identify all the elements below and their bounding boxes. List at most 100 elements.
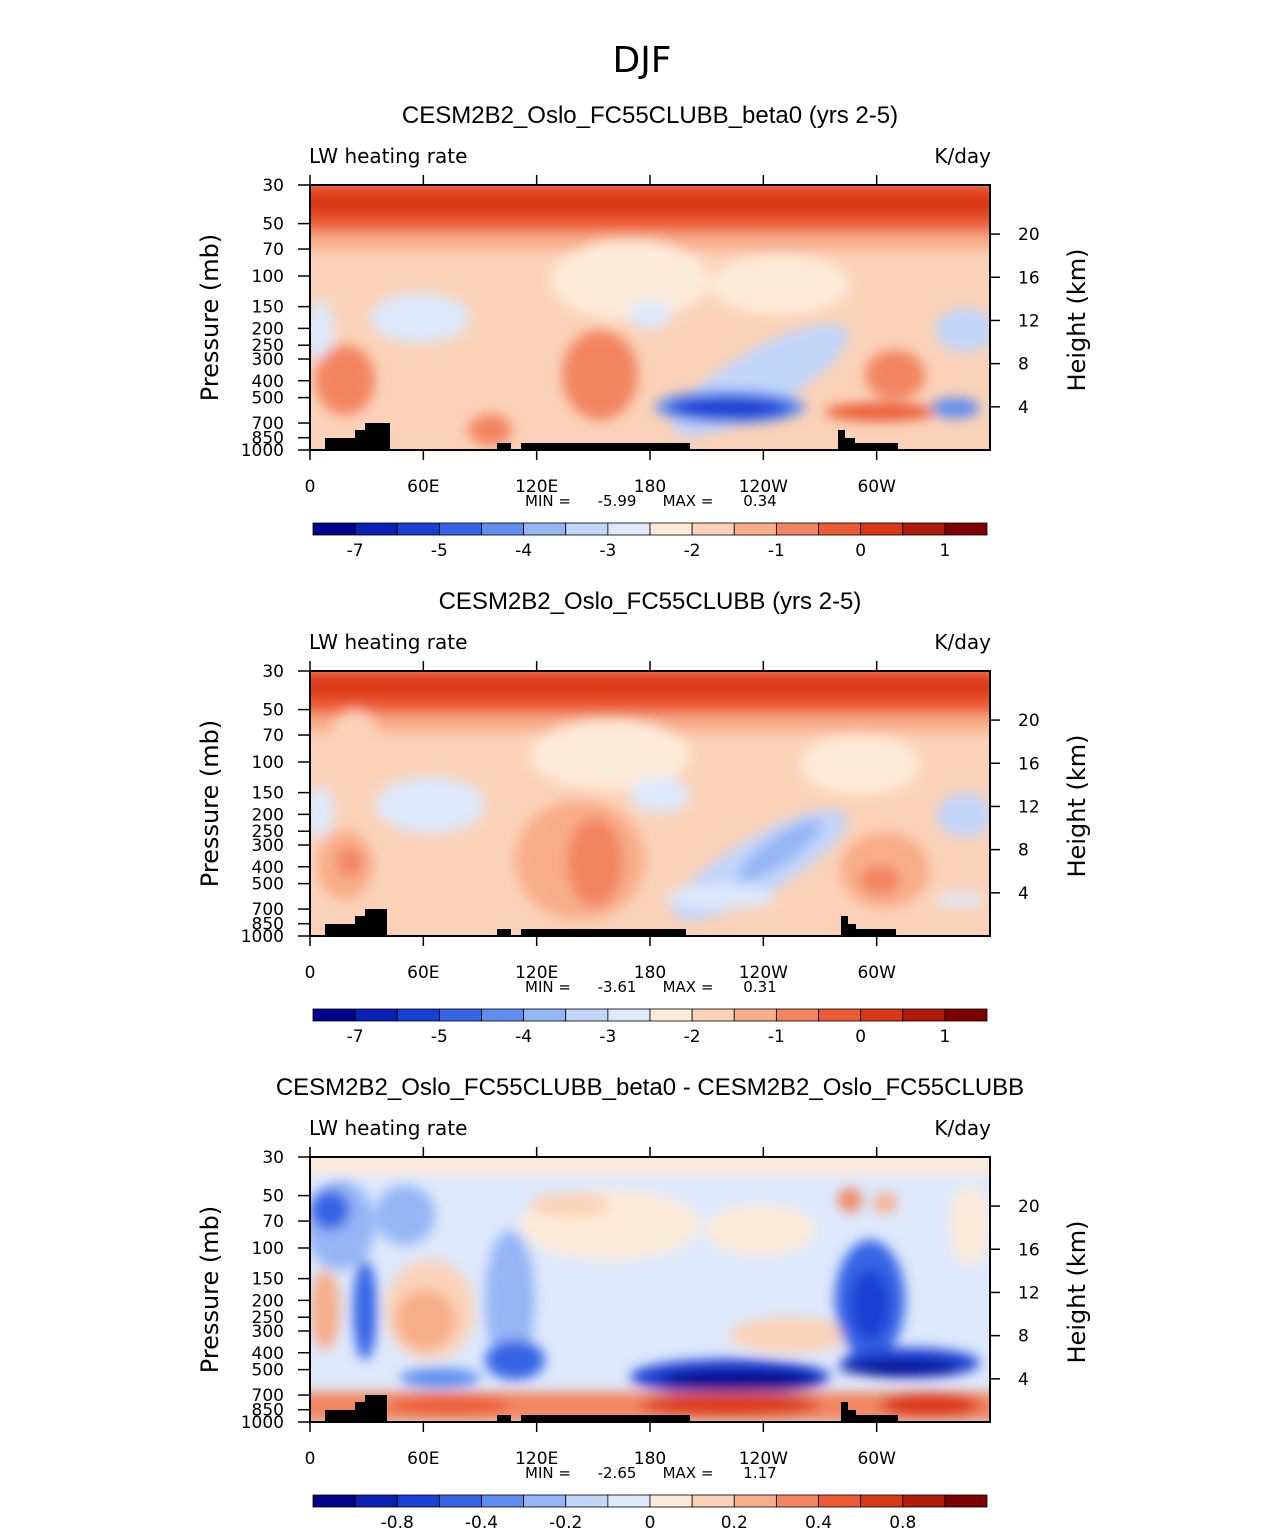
pressure-tick-label: 700 [252, 900, 284, 920]
panel-2: CESM2B2_Oslo_FC55CLUBB_beta0 - CESM2B2_O… [276, 1074, 1024, 1423]
stats-text: MAX = [663, 1464, 714, 1482]
colorbar-swatch [396, 1008, 440, 1022]
pressure-tick-label: 150 [252, 784, 284, 804]
pressure-tick-label: 100 [252, 267, 284, 287]
pressure-tick-label: 850 [252, 429, 284, 449]
colorbar-swatch [818, 1008, 862, 1022]
colorbar-swatch [312, 1494, 356, 1508]
pressure-tick-label: 400 [252, 1344, 284, 1364]
lon-tick-label: 60E [407, 477, 439, 497]
colorbar-label: -3 [599, 1027, 616, 1047]
colorbar-swatch [733, 1494, 777, 1508]
stats-text: MIN = [525, 978, 571, 996]
panel-left-label: LW heating rate [309, 1116, 467, 1140]
stats-text: MIN = [525, 492, 571, 510]
panel-title: CESM2B2_Oslo_FC55CLUBB (yrs 2-5) [439, 588, 862, 615]
colorbar-label: -0.2 [549, 1513, 582, 1531]
colorbar-swatch [860, 522, 904, 536]
pressure-tick-label: 150 [252, 298, 284, 318]
colorbar-swatch [354, 1494, 398, 1508]
lon-tick-label: 180 [634, 477, 666, 497]
colorbar-swatch [733, 522, 777, 536]
lon-tick-label: 60E [407, 963, 439, 983]
pressure-tick-label: 850 [252, 915, 284, 935]
colorbar-swatch [481, 1494, 525, 1508]
pressure-tick-label: 700 [252, 414, 284, 434]
lon-tick-label: 120W [739, 477, 788, 497]
height-tick-label: 4 [1018, 1370, 1029, 1390]
colorbar-swatch [565, 522, 609, 536]
pressure-tick-label: 70 [262, 240, 284, 260]
height-tick-label: 16 [1018, 268, 1040, 288]
colorbar-label: -2 [684, 1027, 701, 1047]
pressure-tick-label: 300 [252, 1322, 284, 1342]
colorbar-swatch [818, 1494, 862, 1508]
colorbar-swatch [691, 1008, 735, 1022]
lon-tick-label: 180 [634, 1449, 666, 1469]
pressure-tick-label: 200 [252, 1291, 284, 1311]
colorbar-swatch [354, 522, 398, 536]
colorbar-swatch [396, 1494, 440, 1508]
colorbar-swatch [354, 1008, 398, 1022]
height-tick-label: 20 [1018, 225, 1040, 245]
lon-tick-label: 120E [515, 1449, 558, 1469]
pressure-tick-label: 850 [252, 1401, 284, 1421]
colorbar-label: -0.4 [465, 1513, 498, 1531]
colorbar-swatch [944, 1008, 988, 1022]
stats-text: 0.34 [743, 492, 776, 510]
height-axis-title: Height (km) [1063, 1221, 1091, 1364]
height-tick-label: 4 [1018, 398, 1029, 418]
pressure-tick-label: 1000 [241, 927, 284, 947]
lon-tick-label: 120W [739, 1449, 788, 1469]
panel-units-label: K/day [934, 630, 991, 654]
panel-0: CESM2B2_Oslo_FC55CLUBB_beta0 (yrs 2-5) L… [309, 102, 991, 451]
pressure-tick-label: 500 [252, 1361, 284, 1381]
colorbar-label: -3 [599, 541, 616, 561]
colorbar-swatch [775, 1008, 819, 1022]
colorbar-swatch [860, 1008, 904, 1022]
axes-0: 3050701001502002503004005007008501000201… [196, 175, 1091, 561]
height-tick-label: 8 [1018, 1327, 1029, 1347]
pressure-tick-label: 300 [252, 350, 284, 370]
colorbar-swatch [649, 1008, 693, 1022]
height-tick-label: 8 [1018, 355, 1029, 375]
colorbar-label: 0.4 [805, 1513, 832, 1531]
colorbar-swatch [944, 522, 988, 536]
colorbar-swatch [312, 522, 356, 536]
pressure-tick-label: 500 [252, 389, 284, 409]
height-axis-title: Height (km) [1063, 249, 1091, 392]
colorbar-swatch [481, 522, 525, 536]
colorbar-label: 0 [855, 1027, 866, 1047]
pressure-tick-label: 30 [262, 1148, 284, 1168]
colorbar-swatch [438, 1008, 482, 1022]
colorbar-label: 1 [939, 541, 950, 561]
colorbar-swatch [733, 1008, 777, 1022]
pressure-tick-label: 250 [252, 336, 284, 356]
colorbar-swatch [565, 1008, 609, 1022]
pressure-tick-label: 1000 [241, 1413, 284, 1433]
height-tick-label: 12 [1018, 797, 1040, 817]
stats-text: 1.17 [743, 1464, 776, 1482]
colorbar-label: 0.2 [721, 1513, 748, 1531]
colorbar-swatch [438, 522, 482, 536]
colorbar: -7 -5 -4 -3 -2 -1 0 1 [312, 522, 988, 561]
colorbar-swatch [607, 1008, 651, 1022]
pressure-tick-label: 400 [252, 372, 284, 392]
colorbar-swatch [860, 1494, 904, 1508]
pressure-tick-label: 1000 [241, 441, 284, 461]
colorbar-swatch [438, 1494, 482, 1508]
axes-2: 3050701001502002503004005007008501000201… [196, 1147, 1091, 1531]
height-tick-label: 12 [1018, 311, 1040, 331]
height-tick-label: 12 [1018, 1283, 1040, 1303]
colorbar-swatch [607, 522, 651, 536]
lon-tick-label: 60W [857, 477, 896, 497]
colorbar-swatch [607, 1494, 651, 1508]
pressure-tick-label: 200 [252, 805, 284, 825]
panel-units-label: K/day [934, 144, 991, 168]
colorbar-label: 0 [855, 541, 866, 561]
panel-title: CESM2B2_Oslo_FC55CLUBB_beta0 (yrs 2-5) [402, 102, 898, 129]
figure-title: DJF [612, 40, 671, 81]
colorbar-swatch [481, 1008, 525, 1022]
lon-tick-label: 120E [515, 963, 558, 983]
